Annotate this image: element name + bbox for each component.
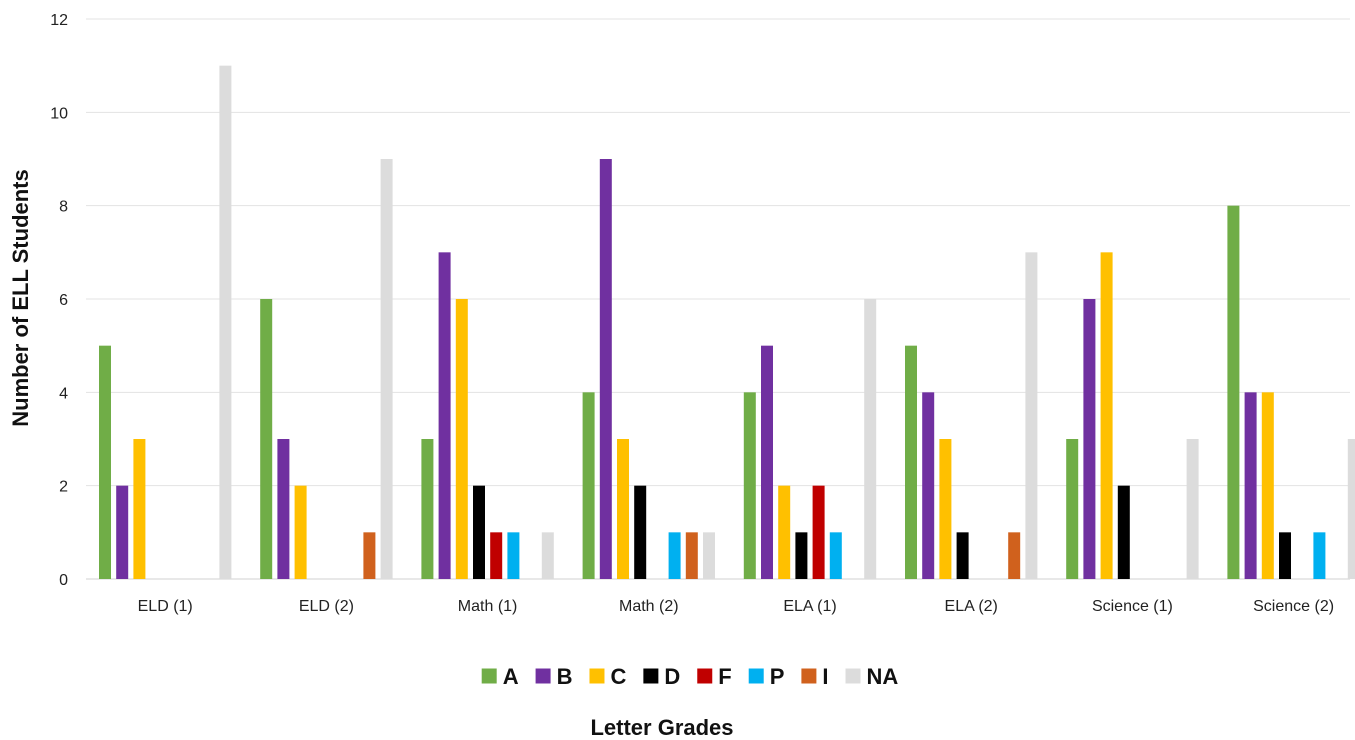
bar-i-4 [685, 532, 698, 579]
y-tick-label: 12 [50, 12, 68, 29]
bar-p-5 [829, 532, 842, 579]
legend-swatch-p [748, 668, 764, 684]
legend-label-p: P [770, 664, 785, 689]
bar-a-8 [1227, 205, 1240, 579]
bar-d-6 [956, 532, 969, 579]
bar-na-1 [219, 65, 232, 579]
bar-c-3 [455, 299, 468, 579]
legend-label-c: C [610, 664, 626, 689]
legend-label-i: I [822, 664, 828, 689]
bar-d-7 [1117, 485, 1130, 579]
bar-na-8 [1347, 439, 1355, 579]
bar-p-3 [507, 532, 520, 579]
legend-swatch-na [845, 668, 861, 684]
bar-b-5 [761, 345, 773, 579]
x-category-label: ELD (1) [138, 598, 193, 615]
legend-swatch-b [535, 668, 551, 684]
bar-i-6 [1008, 532, 1021, 579]
y-tick-label: 8 [59, 199, 68, 216]
bar-i-2 [363, 532, 376, 579]
bar-na-3 [541, 532, 554, 579]
legend-swatch-i [801, 668, 817, 684]
bar-na-5 [864, 299, 877, 579]
x-axis-categories: ELD (1) ELD (2) Math (1) Math (2) ELA (1) ELA… [138, 598, 1334, 615]
bar-a-3 [421, 439, 434, 579]
bar-b-4 [599, 159, 612, 579]
x-category-label: Science (1) [1092, 598, 1173, 615]
bar-p-8 [1313, 532, 1326, 579]
bar-na-4 [703, 532, 715, 579]
bar-d-5 [795, 532, 808, 579]
y-tick-label: 2 [59, 479, 68, 496]
bar-p-4 [668, 532, 681, 579]
bar-b-3 [438, 252, 451, 580]
y-tick-label: 10 [50, 105, 68, 122]
bar-b-8 [1244, 392, 1257, 579]
bar-na-7 [1186, 439, 1199, 579]
legend-label-b: B [557, 664, 573, 689]
x-category-label: ELA (1) [783, 598, 836, 615]
legend-label-f: F [718, 664, 731, 689]
bar-c-8 [1261, 392, 1274, 579]
y-axis-label: Number of ELL Students [8, 169, 33, 427]
bar-a-1 [99, 345, 111, 579]
bars [99, 65, 1355, 580]
y-axis-ticks: 0 2 4 6 8 10 12 [50, 12, 68, 589]
x-category-label: ELD (2) [299, 598, 354, 615]
bar-d-4 [634, 485, 647, 579]
legend-label-a: A [503, 664, 519, 689]
legend-swatch-a [481, 668, 497, 684]
y-tick-label: 0 [59, 572, 68, 589]
bar-a-7 [1066, 439, 1079, 579]
bar-a-5 [743, 392, 756, 579]
bar-d-3 [473, 485, 485, 579]
bar-b-1 [116, 485, 129, 579]
gridlines [86, 18, 1350, 580]
x-category-label: Math (2) [619, 598, 679, 615]
x-category-label: ELA (2) [945, 598, 998, 615]
x-category-label: Science (2) [1253, 598, 1334, 615]
x-axis-label: Letter Grades [590, 715, 733, 740]
legend-swatch-f [697, 668, 713, 684]
bar-c-1 [133, 439, 146, 579]
bar-f-5 [812, 485, 825, 579]
x-category-label: Math (1) [458, 598, 518, 615]
bar-a-4 [582, 392, 595, 579]
bar-a-6 [905, 345, 917, 579]
bar-f-3 [490, 532, 503, 579]
legend-label-na: NA [867, 664, 899, 689]
legend: A B C D F P I NA [481, 664, 899, 689]
bar-b-2 [277, 439, 290, 579]
bar-a-2 [260, 299, 273, 579]
bar-na-6 [1025, 252, 1038, 580]
legend-swatch-d [643, 668, 659, 684]
legend-swatch-c [589, 668, 605, 684]
bar-na-2 [380, 159, 393, 579]
bar-c-2 [294, 485, 307, 579]
y-tick-label: 4 [59, 385, 68, 402]
bar-c-7 [1100, 252, 1113, 580]
bar-b-6 [922, 392, 935, 579]
bar-b-7 [1083, 299, 1096, 579]
bar-c-4 [617, 439, 629, 579]
bar-d-8 [1279, 532, 1291, 579]
y-tick-label: 6 [59, 292, 68, 309]
bar-c-5 [778, 485, 791, 579]
bar-c-6 [939, 439, 952, 579]
legend-label-d: D [664, 664, 680, 689]
